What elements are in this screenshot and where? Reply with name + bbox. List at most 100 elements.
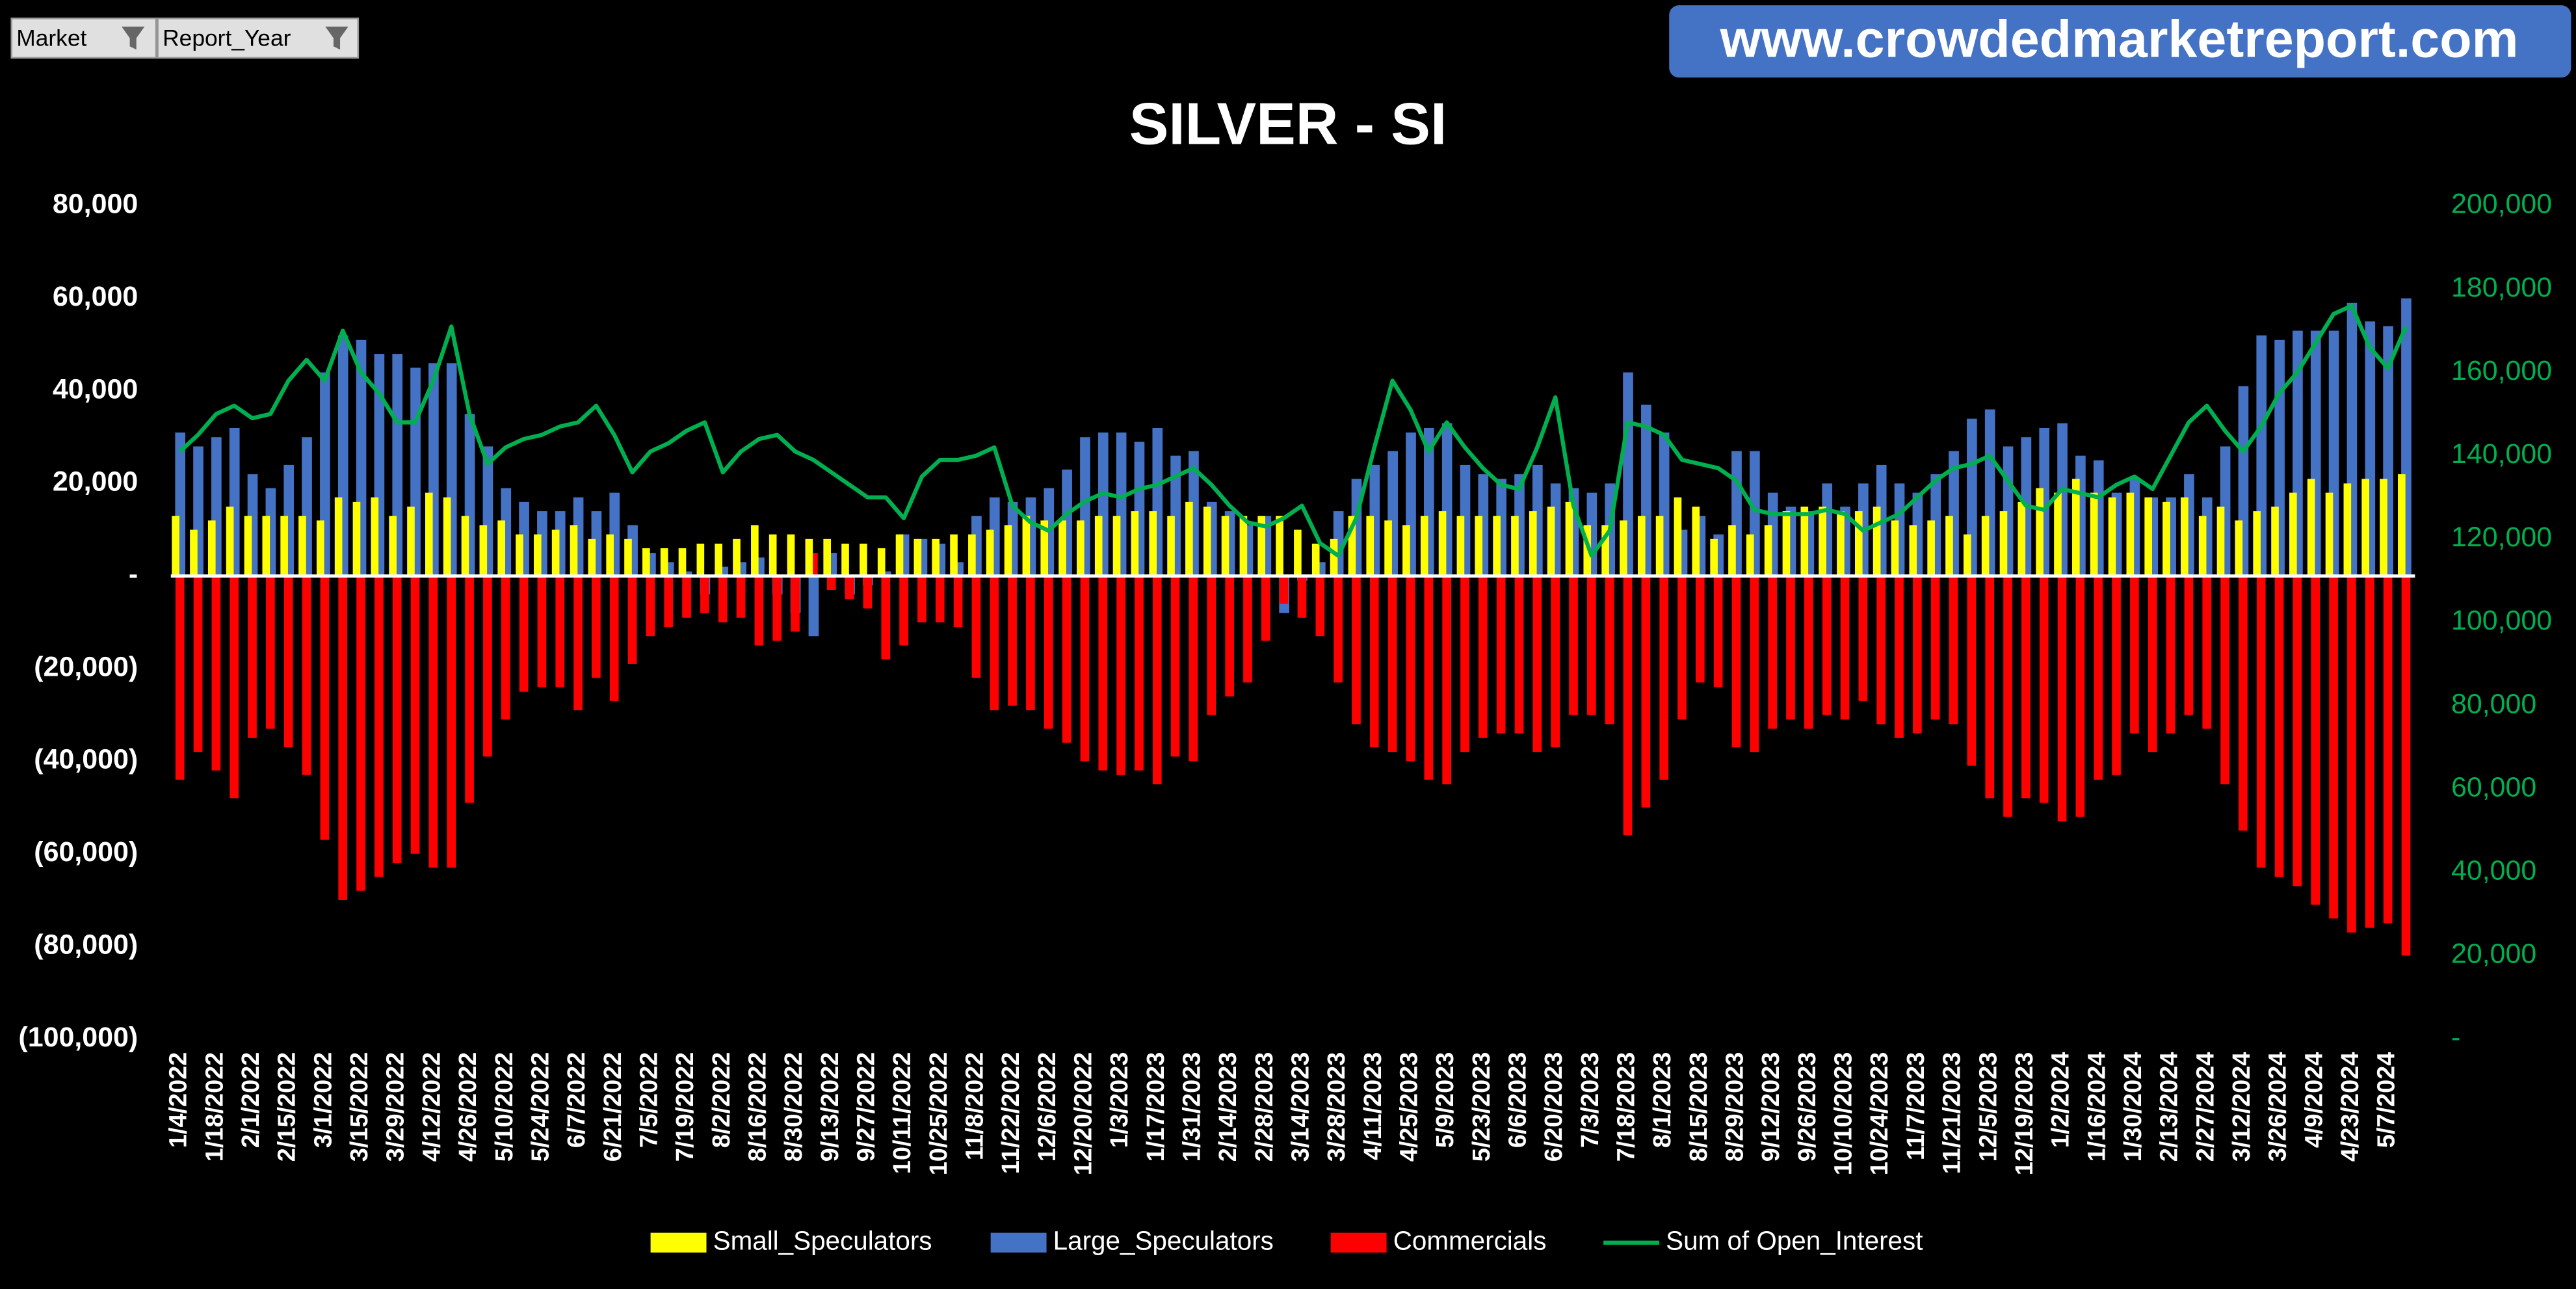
x-tick-label: 7/3/2023 xyxy=(1577,1052,1604,1149)
y2-tick-label: 160,000 xyxy=(2451,355,2552,386)
bar xyxy=(1930,576,1940,720)
bar xyxy=(1764,525,1772,576)
bar xyxy=(1221,516,1229,576)
legend-label: Sum of Open_Interest xyxy=(1666,1225,1923,1255)
x-tick-label: 9/12/2023 xyxy=(1757,1052,1785,1162)
bar xyxy=(718,576,728,622)
bar xyxy=(2075,576,2085,817)
x-tick-label: 1/2/2024 xyxy=(2047,1052,2075,1149)
y2-tick-label: 80,000 xyxy=(2451,688,2536,719)
filter-icon xyxy=(121,26,145,50)
filter-button[interactable] xyxy=(157,18,360,59)
bar xyxy=(1949,576,1958,724)
bar xyxy=(968,534,976,576)
bar xyxy=(1170,576,1180,757)
bar xyxy=(1185,501,1193,576)
x-tick-label: 8/29/2023 xyxy=(1722,1052,1749,1162)
bar xyxy=(1999,511,2008,576)
bar xyxy=(2126,492,2135,576)
x-tick-label: 4/26/2022 xyxy=(454,1052,482,1162)
x-tick-label: 12/6/2022 xyxy=(1034,1052,1061,1162)
y-tick-label: - xyxy=(129,559,138,590)
bar xyxy=(2256,576,2266,868)
y-tick-label: (40,000) xyxy=(34,744,138,775)
x-tick-label: 3/26/2024 xyxy=(2265,1052,2292,1162)
bar xyxy=(754,576,764,646)
bar xyxy=(899,576,908,646)
bar xyxy=(1677,576,1687,720)
x-tick-label: 8/30/2022 xyxy=(780,1052,808,1162)
x-tick-label: 7/5/2022 xyxy=(635,1052,663,1149)
bar xyxy=(1800,506,1809,576)
x-tick-label: 2/27/2024 xyxy=(2192,1052,2219,1162)
bar xyxy=(425,492,433,576)
x-tick-label: 10/24/2023 xyxy=(1866,1052,1893,1176)
bar xyxy=(1674,497,1682,576)
bar xyxy=(1692,506,1700,576)
bar xyxy=(1659,576,1669,780)
bar xyxy=(823,538,831,576)
bar xyxy=(642,548,650,576)
bar xyxy=(1840,576,1850,720)
bar xyxy=(1750,576,1759,752)
bar xyxy=(534,534,542,576)
y-tick-label: (60,000) xyxy=(34,836,138,868)
x-tick-label: 11/7/2023 xyxy=(1902,1052,1930,1160)
bar xyxy=(1203,506,1211,576)
y2-tick-label: 20,000 xyxy=(2451,938,2536,970)
bar xyxy=(1710,538,1718,576)
bar xyxy=(1098,576,1108,771)
x-tick-label: 1/16/2024 xyxy=(2083,1052,2110,1162)
bar xyxy=(1026,576,1035,711)
y2-tick-label: 60,000 xyxy=(2451,771,2536,803)
y-tick-label: 80,000 xyxy=(53,189,138,220)
x-tick-label: 5/7/2024 xyxy=(2373,1052,2400,1149)
x-tick-label: 5/10/2022 xyxy=(491,1052,518,1162)
bar xyxy=(1116,576,1125,775)
x-tick-label: 10/11/2022 xyxy=(889,1052,916,1175)
x-tick-label: 6/7/2022 xyxy=(563,1052,590,1149)
bar xyxy=(555,576,565,687)
bar xyxy=(769,534,777,576)
bar xyxy=(573,576,583,711)
x-tick-label: 6/20/2023 xyxy=(1540,1052,1568,1162)
bar xyxy=(356,576,365,891)
bar xyxy=(226,506,234,576)
bar xyxy=(932,538,940,576)
bar xyxy=(2181,497,2188,576)
bar xyxy=(2398,474,2406,576)
bar xyxy=(244,516,252,576)
bar xyxy=(266,576,275,729)
bar xyxy=(392,576,402,863)
bar xyxy=(338,576,348,900)
bar xyxy=(2072,479,2080,576)
bar xyxy=(1909,525,1917,576)
filter-report-year[interactable]: Report_Year xyxy=(157,18,360,59)
x-tick-label: 4/25/2023 xyxy=(1396,1052,1423,1162)
bar xyxy=(1004,525,1012,576)
bar xyxy=(877,548,886,576)
line-series xyxy=(178,303,2408,558)
bar xyxy=(483,576,492,757)
x-tick-label: 4/11/2023 xyxy=(1360,1052,1387,1160)
x-tick-label: 2/14/2023 xyxy=(1215,1052,1242,1162)
bar xyxy=(791,576,800,632)
banner[interactable] xyxy=(1669,5,2571,78)
x-tick-label: 7/19/2022 xyxy=(672,1052,699,1162)
bar xyxy=(1311,543,1320,576)
bar xyxy=(262,516,270,576)
bar xyxy=(2144,497,2152,576)
bar xyxy=(443,497,451,576)
bar xyxy=(772,576,782,641)
x-tick-label: 5/24/2022 xyxy=(527,1052,554,1162)
filter-market[interactable]: Market xyxy=(10,18,157,59)
bar xyxy=(1641,576,1651,808)
bar xyxy=(751,525,759,576)
x-tick-label: 2/1/2022 xyxy=(237,1052,265,1149)
bar xyxy=(1334,576,1343,683)
bar xyxy=(248,576,257,738)
bar xyxy=(646,576,655,637)
filter-label: Report_Year xyxy=(163,25,291,51)
bar xyxy=(715,543,722,576)
x-tick-label: 11/21/2023 xyxy=(1939,1052,1966,1175)
